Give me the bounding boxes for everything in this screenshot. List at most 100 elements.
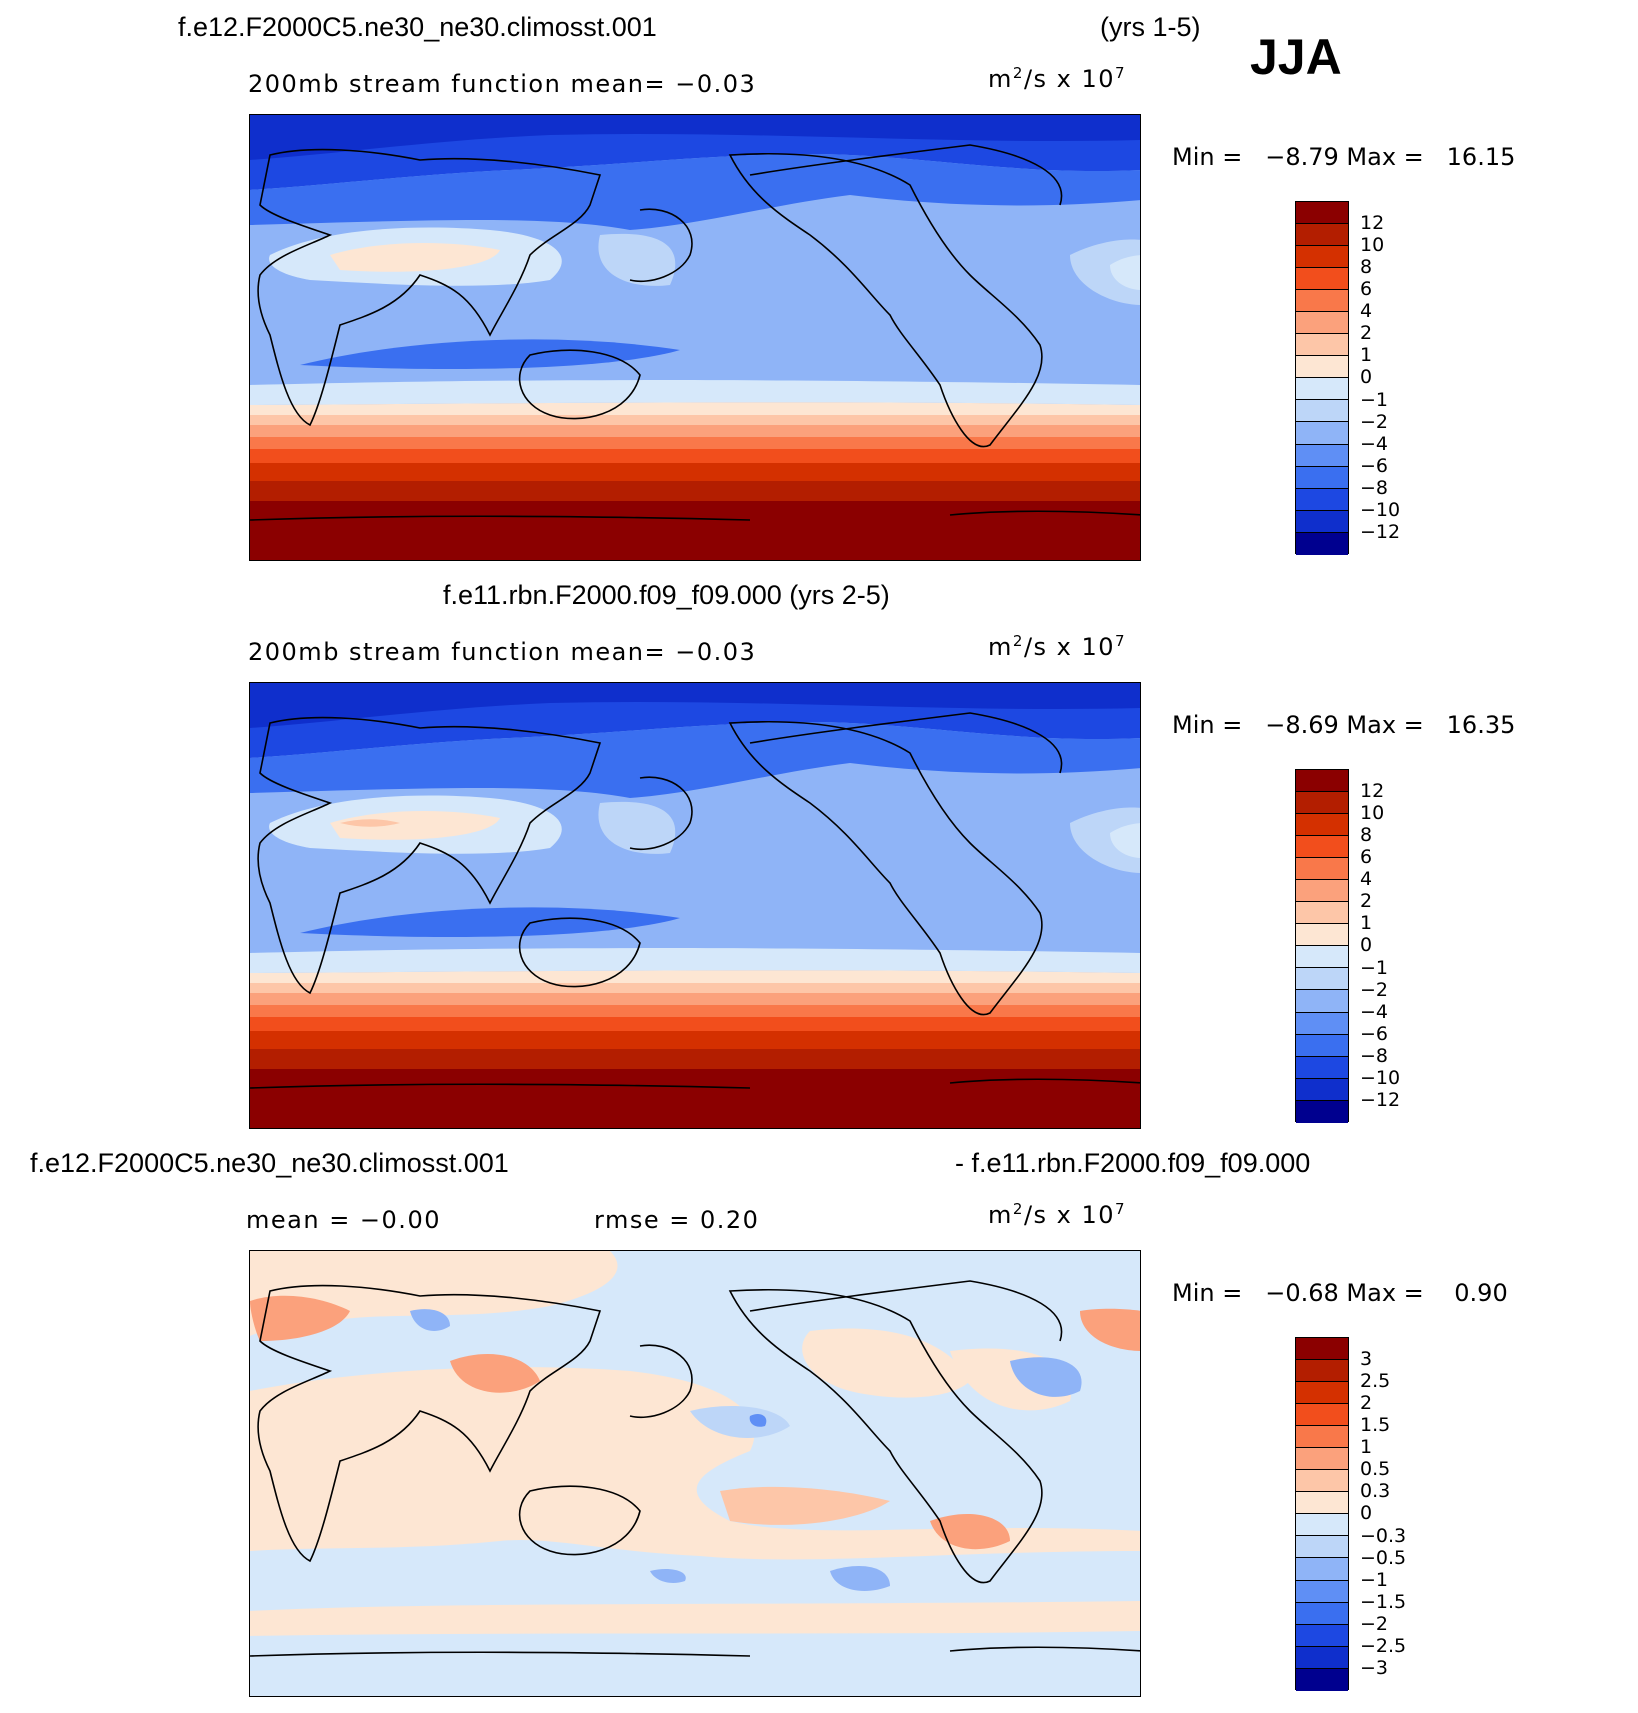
- colorbar-tick: 6: [1360, 278, 1373, 301]
- colorbar-tick: −3: [1360, 1656, 1389, 1679]
- panel3-colorbar-bin: [1296, 1602, 1348, 1625]
- colorbar-tick: 8: [1360, 256, 1373, 279]
- panel2-colorbar-bin: [1296, 770, 1348, 793]
- panel1-colorbar-bin: [1296, 246, 1348, 269]
- colorbar-tick: 4: [1360, 300, 1373, 323]
- colorbar-tick: 10: [1360, 802, 1385, 825]
- colorbar-tick: −1: [1360, 1568, 1389, 1591]
- panel3-colorbar-bin: [1296, 1580, 1348, 1603]
- panel1-colorbar-bin: [1296, 268, 1348, 291]
- panel3-colorbar-ticks: 3 2.5 2 1.5 1 0.5 0.3 0 −0.3 −0.5 −1 −1.…: [1360, 1348, 1406, 1679]
- panel1-colorbar-bin: [1296, 400, 1348, 423]
- panel1-map: [249, 114, 1141, 561]
- panel1-colorbar-bin: [1296, 466, 1348, 489]
- panel1-colorbar-bin: [1296, 334, 1348, 357]
- colorbar-tick: −0.5: [1360, 1546, 1407, 1569]
- colorbar-tick: 2.5: [1360, 1370, 1391, 1393]
- colorbar-tick: −10: [1360, 498, 1401, 521]
- colorbar-tick: −0.3: [1360, 1524, 1407, 1547]
- panel2-colorbar-bin: [1296, 924, 1348, 947]
- panel3-colorbar-bin: [1296, 1404, 1348, 1427]
- colorbar-tick: 1.5: [1360, 1414, 1391, 1437]
- colorbar-tick: −12: [1360, 520, 1401, 543]
- panel2-colorbar-bin: [1296, 946, 1348, 969]
- colorbar-tick: −10: [1360, 1066, 1401, 1089]
- panel3-units: m2/s x 107: [988, 1200, 1127, 1229]
- panel2-colorbar-bin: [1296, 1012, 1348, 1035]
- colorbar-tick: 8: [1360, 824, 1373, 847]
- panel2-colorbar-bin: [1296, 792, 1348, 815]
- colorbar-tick: 4: [1360, 868, 1373, 891]
- colorbar-tick: −12: [1360, 1088, 1401, 1111]
- panel1-units: m2/s x 107: [988, 64, 1127, 93]
- colorbar-tick: 2: [1360, 322, 1373, 345]
- panel3-colorbar-bin: [1296, 1338, 1348, 1361]
- panel3-colorbar-bin: [1296, 1514, 1348, 1537]
- panel1-colorbar-bin: [1296, 356, 1348, 379]
- panel2-colorbar-bin: [1296, 990, 1348, 1013]
- panel2-colorbar-bin: [1296, 1056, 1348, 1079]
- colorbar-tick: 1: [1360, 912, 1373, 935]
- panel3-min-value: −0.68: [1265, 1279, 1339, 1307]
- colorbar-tick: 0: [1360, 1502, 1373, 1525]
- colorbar-tick: −4: [1360, 1000, 1389, 1023]
- panel3-colorbar-bin: [1296, 1426, 1348, 1449]
- panel1-colorbar-bin: [1296, 488, 1348, 511]
- panel3-colorbar-bin: [1296, 1382, 1348, 1405]
- panel3-colorbar-bin: [1296, 1448, 1348, 1471]
- panel1-colorbar-bin: [1296, 202, 1348, 225]
- panel3-case-title: f.e12.F2000C5.ne30_ne30.climosst.001: [30, 1148, 509, 1178]
- panel3-mean: mean = −0.00: [246, 1206, 441, 1234]
- panel2-colorbar-bin: [1296, 836, 1348, 859]
- panel2-min-value: −8.69: [1265, 711, 1339, 739]
- colorbar-tick: −2: [1360, 978, 1389, 1001]
- colorbar-tick: −1.5: [1360, 1590, 1407, 1613]
- panel3-contour-field: [250, 1251, 1140, 1696]
- panel3-minmax: Min = −0.68 Max = 0.90: [1172, 1279, 1508, 1307]
- panel3-minus-case: - f.e11.rbn.F2000.f09_f09.000: [955, 1148, 1311, 1178]
- panel1-colorbar-bin: [1296, 444, 1348, 467]
- panel2-minmax: Min = −8.69 Max = 16.35: [1172, 711, 1516, 739]
- colorbar-tick: 0: [1360, 366, 1373, 389]
- colorbar-tick: −4: [1360, 432, 1389, 455]
- panel1-minmax: Min = −8.79 Max = 16.15: [1172, 143, 1516, 171]
- colorbar-tick: −1: [1360, 388, 1389, 411]
- panel2-colorbar-bin: [1296, 902, 1348, 925]
- panel1-min-value: −8.79: [1265, 143, 1339, 171]
- panel2-contour-field: [250, 683, 1140, 1128]
- colorbar-tick: 1: [1360, 344, 1373, 367]
- panel1-colorbar-bin: [1296, 290, 1348, 313]
- panel1-colorbar-ticks: 12 10 8 6 4 2 1 0 −1 −2 −4 −6 −8 −10 −12: [1360, 212, 1400, 543]
- colorbar-tick: −8: [1360, 476, 1389, 499]
- panel1-colorbar-bin: [1296, 510, 1348, 533]
- panel2-colorbar-bin: [1296, 1078, 1348, 1101]
- panel2-colorbar-bin: [1296, 968, 1348, 991]
- panel1-colorbar-bin: [1296, 224, 1348, 247]
- panel1-colorbar: [1295, 201, 1349, 555]
- colorbar-tick: −6: [1360, 1022, 1389, 1045]
- colorbar-tick: −2: [1360, 410, 1389, 433]
- panel2-colorbar-bin: [1296, 1100, 1348, 1123]
- colorbar-tick: −1: [1360, 956, 1389, 979]
- panel1-colorbar-bin: [1296, 422, 1348, 445]
- colorbar-tick: 1: [1360, 1436, 1373, 1459]
- panel2-colorbar-ticks: 12 10 8 6 4 2 1 0 −1 −2 −4 −6 −8 −10 −12: [1360, 780, 1400, 1111]
- panel1-contour-field: [250, 115, 1140, 560]
- colorbar-tick: 12: [1360, 212, 1385, 234]
- colorbar-tick: 3: [1360, 1348, 1373, 1370]
- panel3-colorbar-bin: [1296, 1668, 1348, 1691]
- panel2-case-title: f.e11.rbn.F2000.f09_f09.000 (yrs 2-5): [443, 580, 890, 610]
- panel3-rmse: rmse = 0.20: [594, 1206, 760, 1234]
- colorbar-tick: 2: [1360, 890, 1373, 913]
- panel3-colorbar-bin: [1296, 1558, 1348, 1581]
- panel3-max-value: 0.90: [1454, 1279, 1508, 1307]
- panel2-colorbar-bin: [1296, 880, 1348, 903]
- colorbar-tick: 0.5: [1360, 1458, 1391, 1481]
- panel3-colorbar: [1295, 1337, 1349, 1691]
- panel3-colorbar-bin: [1296, 1624, 1348, 1647]
- panel3-colorbar-bin: [1296, 1492, 1348, 1515]
- panel3-colorbar-bin: [1296, 1470, 1348, 1493]
- panel1-case-title: f.e12.F2000C5.ne30_ne30.climosst.001: [178, 12, 657, 42]
- colorbar-tick: −2.5: [1360, 1634, 1407, 1657]
- panel1-colorbar-bin: [1296, 532, 1348, 555]
